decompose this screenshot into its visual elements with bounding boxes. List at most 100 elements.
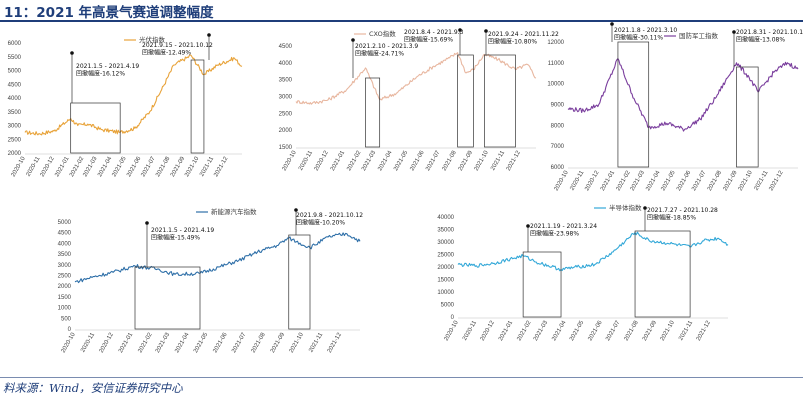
x-tick-label: 2021-03	[155, 331, 172, 354]
annotation-text: 2021.1.5 - 2021.4.19	[76, 63, 139, 70]
y-tick-label: 4000	[279, 61, 293, 67]
callout-dot	[351, 38, 355, 42]
callout-dot	[458, 28, 462, 32]
y-tick-label: 4500	[58, 231, 72, 237]
chart-nev: 0 500 1000 1500 2000 2500 3000 3500 4000 4500 5000…	[58, 207, 364, 354]
annotation-text: 回撤幅度-18.85%	[647, 214, 696, 222]
callout-dot	[294, 208, 298, 212]
y-tick-label: 2500	[8, 137, 22, 143]
x-tick-label: 2021-09	[642, 319, 659, 342]
y-tick-label: 5000	[441, 303, 455, 309]
title-underline	[0, 20, 803, 22]
x-tick-label: 2021-07	[231, 331, 248, 354]
callout-dot	[526, 224, 530, 228]
x-tick-label: 2021-08	[707, 169, 724, 192]
annotation-text: 2021.1.8 - 2021.3.10	[614, 27, 677, 34]
y-tick-label: 40000	[437, 215, 454, 221]
x-tick-label: 2020-11	[80, 331, 96, 353]
y-tick-label: 3000	[279, 95, 293, 101]
x-tick-label: 2021-05	[660, 169, 677, 192]
series-line	[74, 232, 361, 284]
source-divider	[0, 377, 803, 378]
x-tick-label: 2021-08	[442, 149, 459, 172]
y-tick-label: 7000	[551, 144, 565, 150]
callout-dot	[484, 29, 488, 33]
annotation-text: 2021.9.8 - 2021.10.12	[296, 212, 363, 219]
legend-label: CXO指数	[369, 29, 396, 38]
drawdown-box	[190, 59, 205, 154]
x-tick-label: 2020-12	[314, 149, 331, 172]
drawdown-box	[522, 251, 562, 318]
x-tick-label: 2021-04	[377, 149, 394, 172]
x-tick-label: 2021-12	[327, 331, 344, 354]
x-tick-label: 2020-10	[282, 149, 299, 172]
annotation-text: 2021.9.24 - 2021.11.22	[488, 31, 559, 38]
callout-dot	[643, 206, 647, 210]
series-line	[457, 231, 729, 272]
x-tick-label: 2020-12	[584, 169, 601, 192]
y-tick-label: 5000	[8, 69, 22, 75]
x-tick-label: 2021-03	[533, 319, 550, 342]
callout-dot	[145, 221, 149, 225]
legend-label: 半导体指数	[609, 203, 642, 212]
x-tick-label: 2021-02	[137, 331, 154, 354]
x-tick-label: 2021-01	[330, 149, 347, 172]
drawdown-box	[70, 102, 121, 154]
y-tick-label: 10000	[547, 82, 564, 88]
y-tick-label: 2000	[58, 284, 72, 290]
x-tick-label: 2021-08	[624, 319, 641, 342]
y-tick-label: 3000	[58, 263, 72, 269]
annotation-text: 2021.9.15 - 2021.10.12	[142, 42, 213, 49]
x-tick-label: 2020-10	[444, 319, 461, 342]
y-tick-label: 2500	[58, 274, 72, 280]
annotation-text: 2021.2.10 - 2021.3.9	[355, 43, 418, 50]
x-tick-label: 2021-05	[393, 149, 410, 172]
y-tick-label: 1000	[58, 306, 72, 312]
y-tick-label: 1500	[58, 295, 72, 301]
x-tick-label: 2021-12	[506, 149, 523, 172]
x-tick-label: 2021-10	[474, 149, 491, 172]
callout-dot	[207, 33, 211, 37]
x-tick-label: 2021-04	[174, 331, 191, 354]
annotation-text: 回撤幅度-24.71%	[355, 50, 404, 58]
x-tick-label: 2021-10	[660, 319, 677, 342]
y-tick-label: 4000	[8, 96, 22, 102]
x-tick-label: 2021-04	[551, 319, 568, 342]
y-tick-label: 1500	[279, 145, 293, 151]
x-tick-label: 2021-05	[569, 319, 586, 342]
callout-dot	[732, 30, 736, 34]
y-tick-label: 25000	[437, 253, 454, 259]
x-tick-label: 2021-12	[768, 169, 785, 192]
drawdown-box	[457, 54, 474, 148]
drawdown-box	[365, 77, 381, 148]
y-tick-label: 3000	[8, 124, 22, 130]
legend-label: 国防军工指数	[679, 31, 719, 40]
y-tick-label: 20000	[437, 265, 454, 271]
y-tick-label: 4500	[8, 82, 22, 88]
annotation-text: 回撤幅度-30.11%	[614, 34, 663, 42]
drawdown-box	[134, 266, 201, 330]
y-tick-label: 30000	[437, 240, 454, 246]
x-tick-label: 2021-06	[212, 331, 229, 354]
drawdown-box	[484, 54, 516, 148]
x-tick-label: 2021-11	[308, 331, 324, 353]
callout-dot	[70, 51, 74, 55]
x-tick-label: 2021-09	[722, 169, 739, 192]
y-tick-label: 0	[68, 327, 72, 333]
x-tick-label: 2021-05	[193, 331, 210, 354]
y-tick-label: 5500	[8, 55, 22, 61]
x-tick-label: 2021-06	[587, 319, 604, 342]
y-tick-label: 6000	[8, 41, 22, 47]
annotation-text: 2021.8.31 - 2021.10.13	[736, 29, 803, 36]
x-tick-label: 2021-09	[458, 149, 475, 172]
annotation-text: 回撤幅度-15.49%	[151, 234, 200, 242]
annotation-text: 回撤幅度-12.49%	[142, 49, 191, 57]
y-tick-label: 9000	[551, 103, 565, 109]
chart-solar: 2000250030003500400045005000550060002020…	[8, 33, 243, 178]
x-tick-label: 2021-08	[251, 331, 268, 354]
x-tick-label: 2021-01	[118, 331, 135, 354]
y-tick-label: 2500	[279, 111, 293, 117]
y-tick-label: 2000	[8, 151, 22, 157]
y-tick-label: 10000	[437, 290, 454, 296]
